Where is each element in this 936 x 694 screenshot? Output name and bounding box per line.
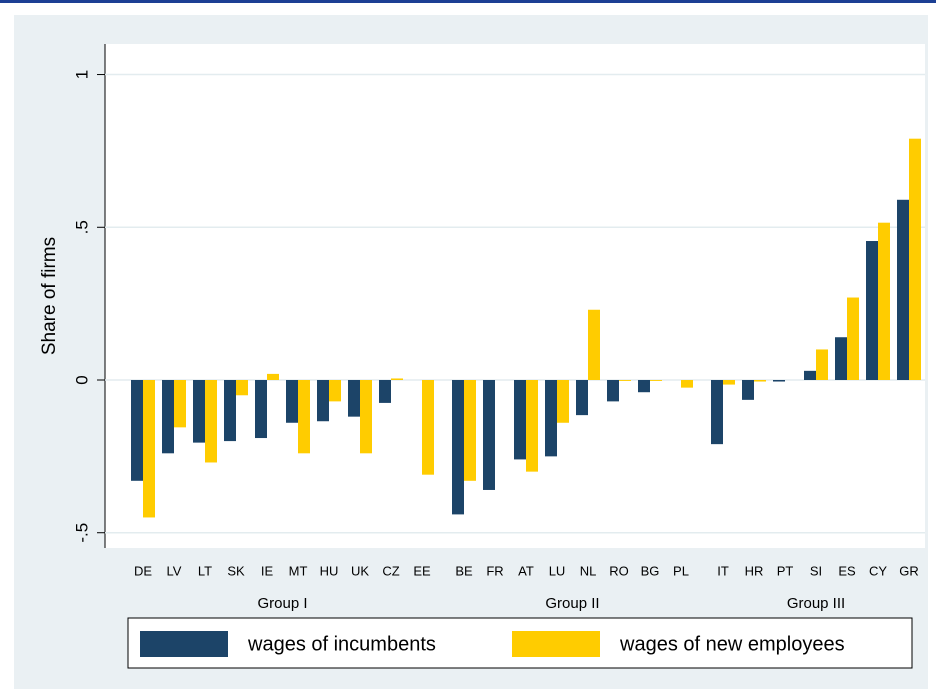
x-tick-label: FR (486, 563, 503, 578)
x-tick-label: DE (134, 563, 152, 578)
x-tick-label: CZ (382, 563, 399, 578)
bar (143, 380, 155, 518)
legend-swatch (140, 631, 228, 657)
bar (360, 380, 372, 454)
y-tick-label: 0 (72, 375, 91, 384)
x-tick-label: PL (673, 563, 689, 578)
x-tick-label: IT (717, 563, 729, 578)
bar (576, 380, 588, 416)
bar (835, 337, 847, 380)
x-tick-label: SI (810, 563, 822, 578)
bar (348, 380, 360, 417)
x-tick-label: RO (609, 563, 629, 578)
x-tick-label: PT (777, 563, 794, 578)
x-tick-label: HU (320, 563, 339, 578)
bar (816, 349, 828, 380)
x-tick-label: LT (198, 563, 212, 578)
bar (379, 380, 391, 403)
bar (804, 370, 816, 380)
bar (711, 380, 723, 445)
y-tick-label: .5 (72, 220, 91, 234)
plot-area (105, 44, 925, 548)
x-tick-label: BE (455, 563, 473, 578)
x-tick-label: SK (227, 563, 245, 578)
bar (773, 380, 785, 382)
bar (878, 222, 890, 380)
bar (267, 373, 279, 380)
bar (298, 380, 310, 454)
group-label: Group I (257, 595, 307, 612)
bar (897, 199, 909, 380)
bar (131, 380, 143, 481)
x-tick-label: UK (351, 563, 369, 578)
x-tick-label: CY (869, 563, 887, 578)
bar (723, 380, 735, 385)
x-tick-label: LU (549, 563, 566, 578)
bar (193, 380, 205, 443)
bar (909, 138, 921, 380)
bar (162, 380, 174, 454)
y-tick-label: 1 (72, 70, 91, 79)
x-tick-label: BG (641, 563, 660, 578)
bar (329, 380, 341, 402)
group-label: Group III (787, 595, 845, 612)
bar (681, 380, 693, 388)
bar (391, 378, 403, 380)
x-tick-label: EE (413, 563, 431, 578)
x-tick-label: LV (167, 563, 182, 578)
bar (317, 380, 329, 422)
bar (847, 297, 859, 380)
bar (422, 380, 434, 475)
bar (557, 380, 569, 423)
x-tick-label: NL (580, 563, 597, 578)
bar (754, 380, 766, 382)
bar (205, 380, 217, 463)
bar (866, 241, 878, 380)
bar (255, 380, 267, 439)
x-tick-label: IE (261, 563, 274, 578)
x-tick-label: GR (899, 563, 919, 578)
x-tick-label: MT (289, 563, 308, 578)
bar (607, 380, 619, 402)
bar (588, 309, 600, 380)
bar (742, 380, 754, 400)
y-axis-label: Share of firms (39, 237, 60, 355)
bar (224, 380, 236, 442)
bar (545, 380, 557, 457)
x-tick-label: HR (745, 563, 764, 578)
bar (483, 380, 495, 490)
bar (514, 380, 526, 460)
x-tick-label: AT (518, 563, 534, 578)
x-tick-label: ES (838, 563, 856, 578)
legend-swatch (512, 631, 600, 657)
top-border (0, 0, 936, 3)
bar (638, 380, 650, 393)
bar (619, 380, 631, 381)
bar (236, 380, 248, 396)
bar (286, 380, 298, 423)
y-tick-label: -.5 (72, 523, 91, 543)
legend-label: wages of incumbents (247, 633, 436, 655)
bar (174, 380, 186, 428)
legend-label: wages of new employees (619, 633, 845, 655)
bar (464, 380, 476, 481)
bar (526, 380, 538, 472)
bar (452, 380, 464, 515)
group-label: Group II (545, 595, 599, 612)
bar (650, 380, 662, 381)
